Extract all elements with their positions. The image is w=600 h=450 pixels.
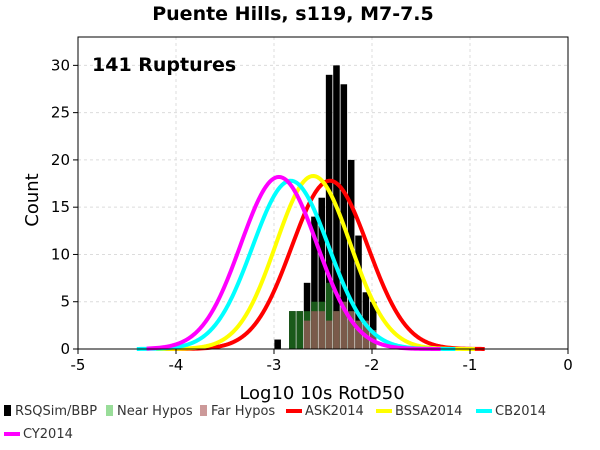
x-tick-label: -5: [71, 356, 86, 374]
x-tick-label: 0: [563, 356, 573, 374]
histogram-bar: [347, 159, 355, 349]
legend-item: RSQSim/BBP: [4, 404, 97, 419]
histogram-bar: [318, 311, 326, 349]
legend-item: BSSA2014: [376, 404, 462, 419]
y-axis-title: Count: [22, 173, 43, 226]
legend-item: Near Hypos: [106, 404, 193, 419]
histogram-bar: [289, 311, 296, 349]
legend-swatch: [4, 432, 20, 436]
histogram-bar: [355, 235, 362, 349]
y-tick-label: 20: [51, 151, 70, 169]
legend-swatch: [106, 405, 113, 416]
legend-item: CB2014: [476, 404, 546, 419]
histogram-bar: [311, 216, 318, 349]
legend-swatch: [200, 405, 207, 416]
histogram-bar: [333, 311, 340, 349]
chart-title: Puente Hills, s119, M7-7.5: [152, 3, 434, 25]
legend-label: Near Hypos: [117, 404, 193, 419]
y-tick-label: 10: [51, 245, 70, 263]
x-axis-title: Log10 10s RotD50: [239, 383, 404, 404]
histogram-bar: [325, 74, 333, 350]
plot-frame: [77, 36, 569, 350]
legend-item: Far Hypos: [200, 404, 275, 419]
legend-label: BSSA2014: [395, 404, 462, 419]
y-tick-label: 25: [51, 104, 70, 122]
model-curves: [136, 173, 485, 351]
histogram-bar: [325, 282, 333, 349]
histogram-bar: [340, 84, 348, 349]
y-tick-label: 30: [51, 56, 70, 74]
y-tick-label: 0: [60, 340, 70, 358]
axis-ticks: -5 -4 -3 -2 -1 0 0 5 10 15 20 25 30: [51, 56, 573, 374]
histogram-bar: [347, 311, 355, 349]
curve-cb2014: [136, 178, 456, 351]
x-tick-label: -2: [365, 356, 380, 374]
histogram-bar: [340, 301, 348, 349]
rupture-count-annotation: 141 Ruptures: [92, 54, 236, 76]
histogram-bar: [318, 197, 326, 349]
legend-label: CB2014: [495, 404, 546, 419]
legend-swatch: [476, 409, 492, 413]
y-tick-label: 5: [60, 293, 70, 311]
x-tick-label: -3: [267, 356, 282, 374]
curve-ask2014: [156, 178, 485, 351]
legend-item: ASK2014: [286, 404, 364, 419]
y-tick-label: 15: [51, 198, 70, 216]
legend-item: CY2014: [4, 427, 73, 442]
legend-label: CY2014: [23, 427, 73, 442]
x-tick-label: -4: [169, 356, 184, 374]
histogram-bar: [311, 311, 318, 349]
histogram-bar: [303, 320, 311, 349]
curve-cy2014: [146, 174, 441, 351]
legend: RSQSim/BBP Near Hypos Far Hypos ASK2014 BSSA…: [4, 404, 546, 442]
legend-swatch: [4, 405, 11, 416]
legend-swatch: [376, 409, 392, 413]
legend-label: ASK2014: [305, 404, 364, 419]
histogram-bar: [369, 301, 377, 349]
x-tick-label: -1: [463, 356, 478, 374]
legend-swatch: [286, 409, 302, 413]
histogram-bar: [296, 311, 303, 349]
legend-label: Far Hypos: [211, 404, 275, 419]
histogram-bar: [274, 339, 281, 349]
histogram-bar: [325, 320, 333, 349]
histogram-bar: [355, 320, 362, 349]
legend-label: RSQSim/BBP: [15, 404, 97, 419]
